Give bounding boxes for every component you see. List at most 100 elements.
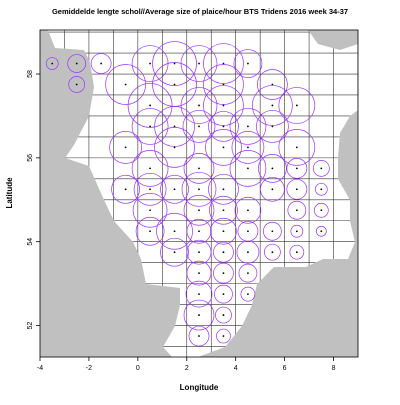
point (149, 209, 151, 212)
point (222, 335, 225, 337)
point (247, 146, 249, 149)
point (222, 314, 225, 316)
point (198, 251, 200, 254)
y-tick-label: 58 (27, 70, 34, 78)
bubble (180, 87, 218, 124)
point (149, 104, 151, 107)
point (173, 125, 176, 128)
point (295, 230, 298, 233)
point (295, 167, 298, 170)
bubble (278, 87, 316, 124)
point (149, 188, 151, 191)
point (271, 104, 274, 107)
x-tick-label: -4 (37, 365, 43, 372)
bubble (238, 263, 258, 283)
bubble (209, 195, 238, 225)
bubble (213, 241, 234, 263)
point (295, 104, 298, 107)
bubble (203, 64, 244, 105)
point (198, 104, 200, 107)
point (149, 125, 151, 128)
bubble (286, 178, 308, 200)
point (247, 272, 249, 275)
bubble (186, 239, 212, 265)
bubble (313, 202, 329, 218)
bubble (205, 129, 242, 166)
bubble (289, 244, 305, 260)
bubble (263, 221, 282, 241)
point (222, 62, 225, 65)
x-tick-label: -2 (86, 365, 92, 372)
point (198, 314, 200, 316)
point (124, 146, 127, 149)
point (198, 335, 200, 337)
bubble (214, 284, 233, 304)
point (75, 62, 78, 65)
point (198, 230, 200, 233)
point (222, 293, 225, 296)
bubble (188, 325, 210, 347)
bubble (160, 174, 189, 204)
point (173, 146, 176, 149)
y-tick-label: 52 (27, 322, 34, 330)
point (320, 209, 323, 212)
point (295, 251, 298, 254)
point (198, 167, 200, 170)
bubble (208, 173, 239, 205)
bubble (160, 237, 189, 267)
bubble (233, 49, 263, 78)
x-tick-label: 6 (283, 365, 287, 372)
point (247, 167, 249, 170)
point (247, 125, 249, 128)
point (173, 230, 176, 233)
point (198, 62, 200, 65)
point (198, 209, 200, 212)
point (124, 83, 127, 86)
bubble (203, 43, 244, 84)
bubble (315, 225, 327, 237)
bubble (229, 108, 267, 145)
bubble (154, 127, 195, 168)
bubble (203, 85, 244, 126)
point (222, 125, 225, 128)
point (247, 62, 249, 65)
point (222, 251, 225, 254)
point (271, 188, 274, 191)
bubble (286, 157, 308, 179)
point (100, 62, 103, 65)
point (247, 230, 249, 233)
bubble (213, 262, 234, 284)
point (271, 230, 274, 233)
bubble (185, 280, 213, 308)
point (271, 251, 274, 254)
norway (308, 30, 358, 50)
point (173, 188, 176, 191)
point (222, 209, 225, 212)
bubble (131, 149, 169, 187)
bubble (183, 299, 215, 331)
point (149, 230, 151, 233)
point (295, 188, 298, 191)
x-tick-label: 4 (234, 365, 238, 372)
continent (198, 110, 358, 357)
point (198, 293, 200, 296)
point (320, 167, 323, 170)
bubble (231, 131, 265, 164)
bubble (236, 240, 260, 264)
chart-title: Gemiddelde lengte schol//Average size of… (52, 7, 348, 16)
x-tick-label: 0 (136, 365, 140, 372)
great-britain (40, 30, 180, 357)
point (75, 83, 78, 86)
point (222, 146, 225, 149)
point (222, 188, 225, 191)
point (222, 104, 225, 107)
bubble (264, 243, 281, 261)
bubble (229, 149, 267, 187)
bubble (314, 182, 328, 196)
point (271, 167, 274, 170)
point (198, 188, 200, 191)
point (320, 230, 323, 233)
bubble (111, 174, 140, 204)
bubble (234, 196, 262, 224)
